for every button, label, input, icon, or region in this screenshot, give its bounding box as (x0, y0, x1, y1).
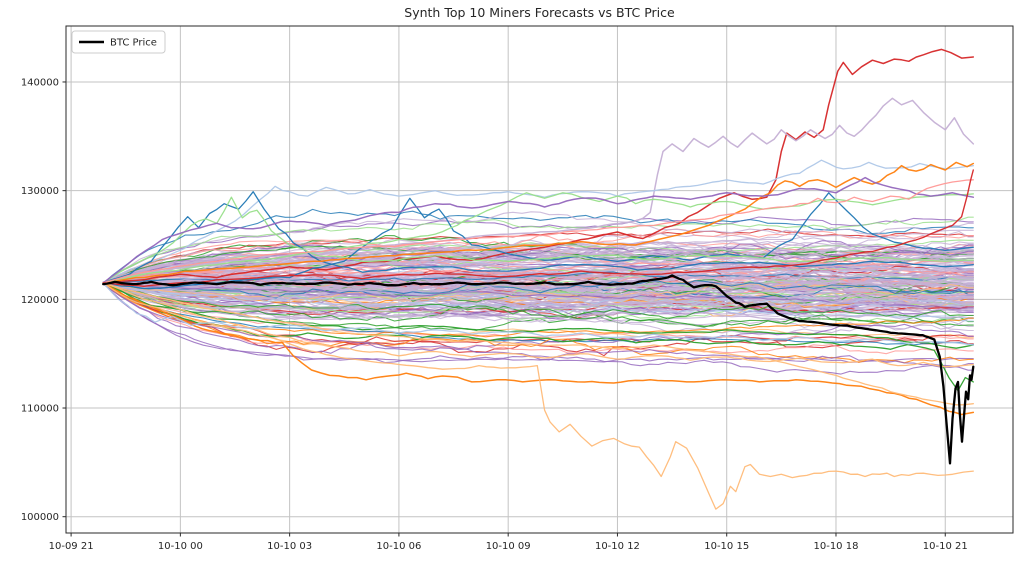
forecast-path (102, 281, 974, 313)
y-tick-label: 120000 (21, 295, 59, 306)
y-tick-label: 110000 (21, 404, 59, 415)
x-axis: 10-09 21 10-10 00 10-10 03 10-10 06 10-10 09… (49, 533, 968, 552)
forecast-outlier-salmon-high (102, 179, 974, 284)
forecast-path (102, 282, 974, 313)
x-tick-label: 10-10 12 (595, 541, 640, 552)
forecast-path (102, 282, 974, 363)
legend: BTC Price (71, 30, 166, 54)
forecast-path (102, 282, 974, 328)
forecast-path (102, 229, 974, 283)
y-tick-label: 140000 (21, 77, 59, 88)
x-tick-label: 10-10 21 (923, 541, 968, 552)
x-tick-label: 10-09 21 (49, 541, 94, 552)
forecast-path (102, 283, 974, 371)
y-tick-label: 100000 (21, 512, 59, 523)
x-tick-label: 10-10 06 (376, 541, 421, 552)
chart-title: Synth Top 10 Miners Forecasts vs BTC Pri… (404, 5, 675, 20)
forecast-path (102, 282, 974, 375)
forecast-path (102, 228, 974, 284)
forecast-outlier-blue-spike-early (102, 191, 974, 284)
forecast-outlier-ltblue-low (102, 282, 974, 346)
plot-border (65, 25, 1014, 534)
forecast-outlier-red-end-jump (102, 169, 974, 287)
y-tick-label: 130000 (21, 186, 59, 197)
forecast-outlier-purple-high (102, 176, 975, 284)
forecast-outlier-ltorange-low-2 (102, 282, 974, 406)
forecast-path (102, 208, 974, 285)
forecast-path (102, 282, 974, 320)
forecast-path (102, 283, 974, 330)
forecast-path (102, 280, 974, 299)
forecast-outlier-ltorange-low-deep (102, 282, 974, 510)
forecast-outlier-green-low-2 (102, 282, 974, 349)
forecast-path (102, 216, 974, 284)
forecast-outlier-ltgreen-high (102, 192, 974, 284)
legend-box (71, 30, 166, 54)
forecast-lines (102, 48, 975, 510)
btc-price-line (102, 274, 975, 465)
x-tick-label: 10-10 09 (486, 541, 531, 552)
forecast-outlier-orange-high (102, 161, 975, 284)
y-axis: 100000 110000 120000 130000 140000 (21, 77, 66, 523)
forecast-path (102, 282, 974, 319)
x-tick-label: 10-10 00 (158, 541, 203, 552)
x-tick-label: 10-10 03 (267, 541, 312, 552)
forecast-path (102, 247, 974, 284)
forecast-path (102, 254, 974, 285)
forecast-outlier-ltorange-mid (102, 282, 974, 368)
forecast-path (102, 272, 974, 294)
legend-label: BTC Price (110, 38, 157, 49)
forecast-path (102, 211, 974, 284)
forecast-outlier-orange-low (102, 282, 975, 416)
forecast-path (102, 240, 974, 284)
forecast-outlier-lavender-high (102, 97, 975, 284)
forecast-path (102, 282, 974, 357)
forecast-path (102, 282, 974, 320)
x-tick-label: 10-10 15 (704, 541, 749, 552)
x-tick-label: 10-10 18 (813, 541, 858, 552)
forecast-outlier-green-low (102, 282, 974, 392)
forecast-path (102, 282, 974, 355)
